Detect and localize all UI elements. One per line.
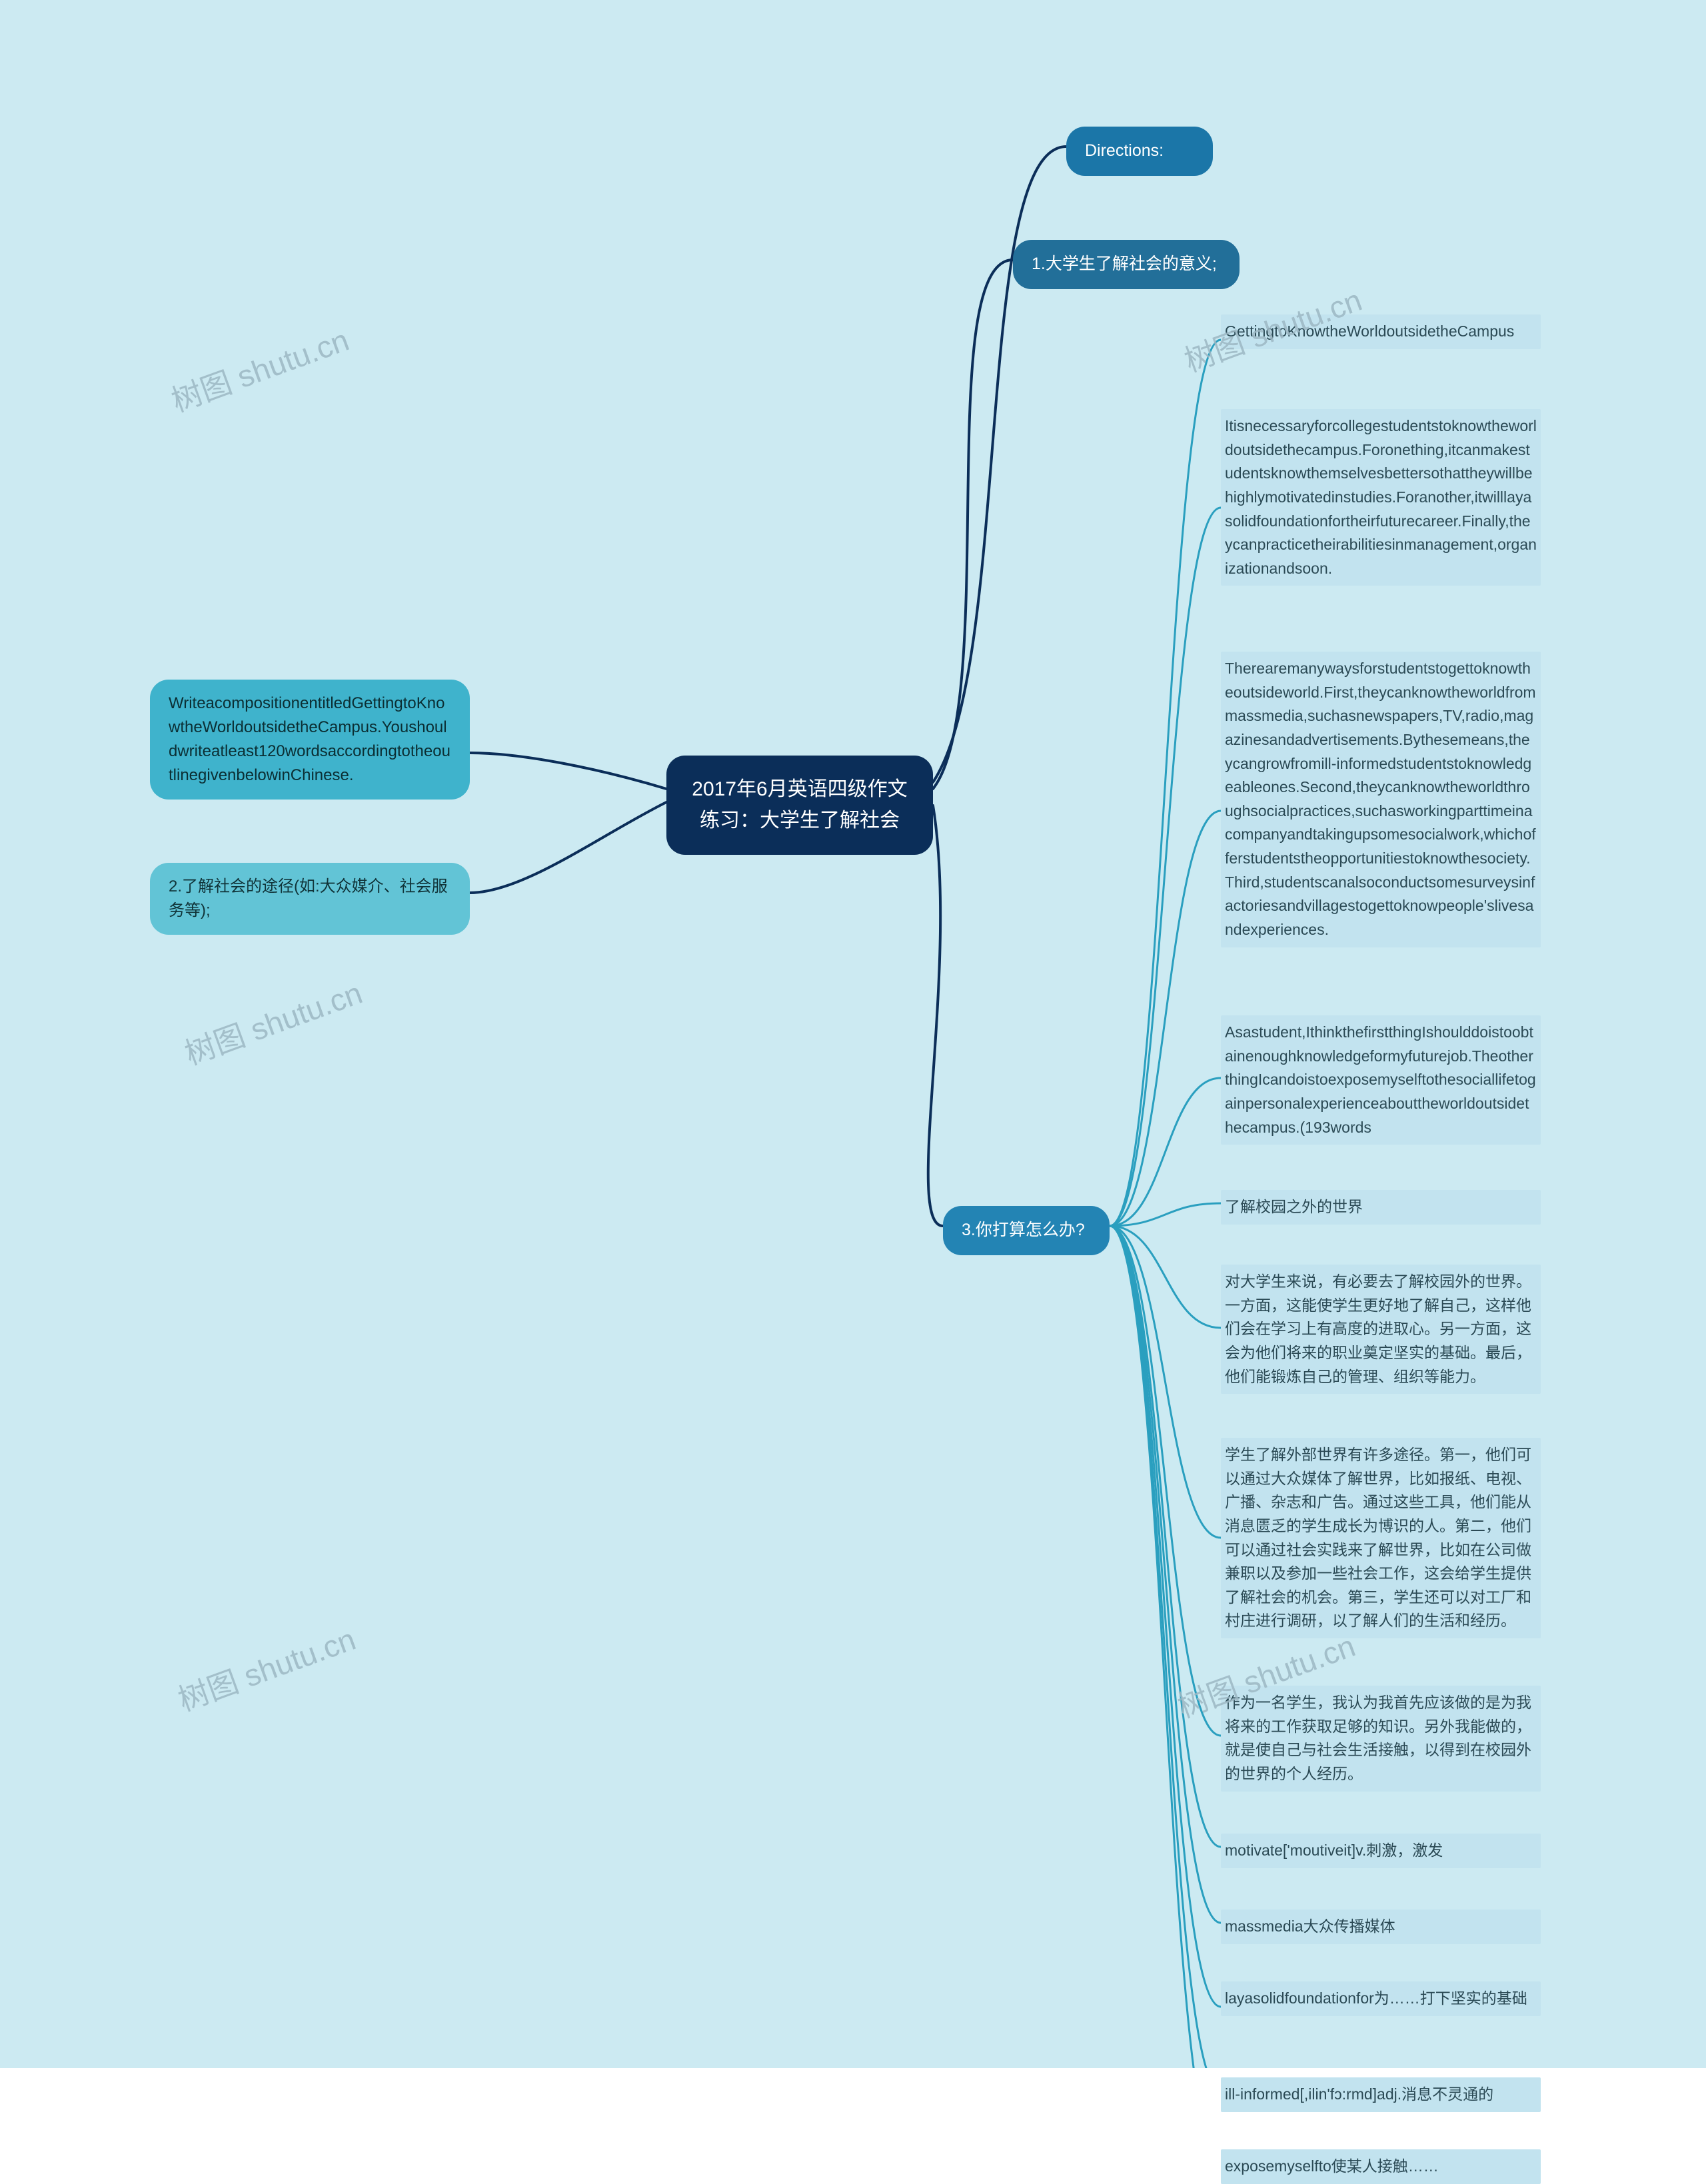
left-prompt-text: WriteacompositionentitledGettingtoKnowth… [169, 694, 450, 784]
leaf-node: motivate['moutiveit]v.刺激，激发 [1221, 1834, 1541, 1868]
leaf-node: exposemyselfto使某人接触…… [1221, 2149, 1541, 2184]
branch-meaning: 1.大学生了解社会的意义; [1013, 240, 1240, 289]
center-line1: 2017年6月英语四级作文 [689, 774, 910, 806]
branch-meaning-label: 1.大学生了解社会的意义; [1032, 255, 1217, 273]
leaf-node: massmedia大众传播媒体 [1221, 1910, 1541, 1944]
leaf-node: ill-informed[,ilin'fɔ:rmd]adj.消息不灵通的 [1221, 2077, 1541, 2112]
watermark: 树图 shutu.cn [165, 316, 354, 420]
branch-directions-label: Directions: [1085, 141, 1164, 160]
branch-directions: Directions: [1066, 127, 1213, 176]
mindmap-canvas: 2017年6月英语四级作文 练习：大学生了解社会 Directions: 1.大… [0, 0, 1706, 2068]
leaf-node: Therearemanywaysforstudentstogettoknowth… [1221, 652, 1541, 947]
leaf-node: Asastudent,IthinkthefirstthingIshoulddoi… [1221, 1015, 1541, 1145]
leaf-node: layasolidfoundationfor为……打下坚实的基础 [1221, 1981, 1541, 2016]
leaf-node: 学生了解外部世界有许多途径。第一，他们可以通过大众媒体了解世界，比如报纸、电视、… [1221, 1438, 1541, 1638]
leaf-node: Itisnecessaryforcollegestudentstoknowthe… [1221, 409, 1541, 586]
leaf-node: 对大学生来说，有必要去了解校园外的世界。一方面，这能使学生更好地了解自己，这样他… [1221, 1265, 1541, 1394]
branch-plan: 3.你打算怎么办? [943, 1206, 1110, 1255]
watermark: 树图 shutu.cn [178, 969, 367, 1073]
center-line2: 练习：大学生了解社会 [689, 806, 910, 837]
leaf-node: 作为一名学生，我认为我首先应该做的是为我将来的工作获取足够的知识。另外我能做的，… [1221, 1686, 1541, 1792]
center-node: 2017年6月英语四级作文 练习：大学生了解社会 [666, 756, 933, 855]
left-ways-node: 2.了解社会的途径(如:大众媒介、社会服务等); [150, 863, 470, 935]
left-ways-text: 2.了解社会的途径(如:大众媒介、社会服务等); [169, 877, 448, 919]
leaf-node: GettingtoKnowtheWorldoutsidetheCampus [1221, 314, 1541, 349]
watermark: 树图 shutu.cn [171, 1615, 361, 1720]
branch-plan-label: 3.你打算怎么办? [962, 1221, 1085, 1239]
left-prompt-node: WriteacompositionentitledGettingtoKnowth… [150, 680, 470, 800]
leaf-node: 了解校园之外的世界 [1221, 1190, 1541, 1225]
